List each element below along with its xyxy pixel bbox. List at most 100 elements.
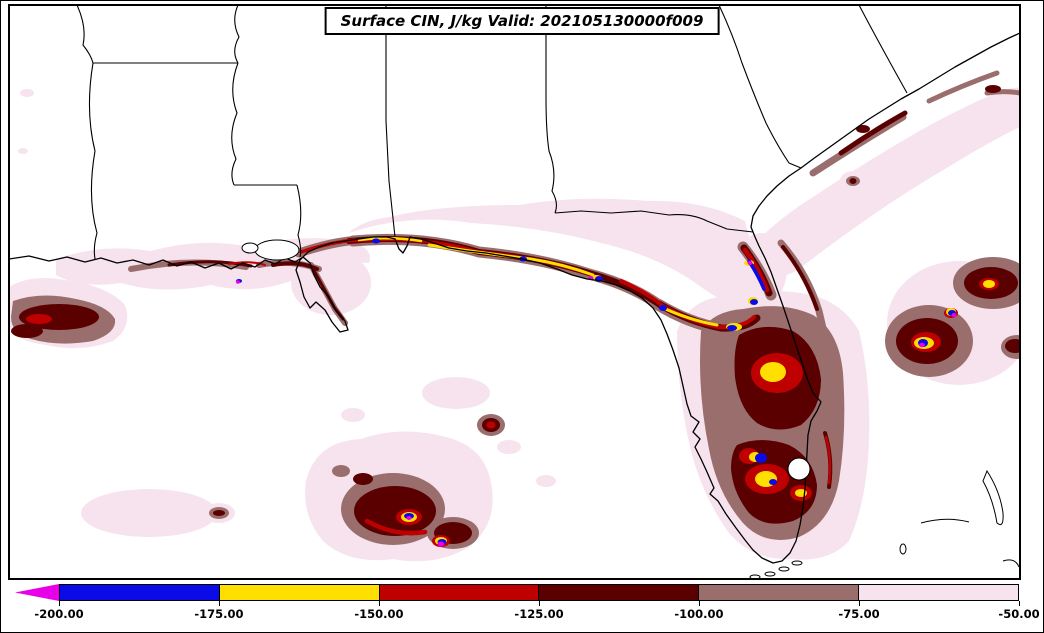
state-border-ms-al — [385, 6, 396, 238]
contour-region — [755, 453, 767, 463]
contour-region — [486, 421, 496, 429]
contour-region — [18, 148, 28, 154]
contour-region — [755, 87, 1019, 277]
lakes-and-islands — [241, 239, 1019, 579]
colorbar: -200.00 -175.00 -150.00 -125.00 -100.00 -75.0… — [15, 584, 1040, 630]
state-border-fl-ga — [554, 210, 754, 233]
contour-region — [26, 314, 52, 324]
florida-keys-island — [791, 560, 803, 566]
state-border-la-ms-river — [231, 62, 239, 186]
contour-region — [167, 260, 253, 268]
contour-region — [11, 324, 43, 338]
contour-region — [353, 473, 373, 485]
state-border-tx-ar — [76, 6, 94, 64]
colorbar-tick-label: -125.00 — [514, 607, 564, 621]
contour-region — [747, 261, 753, 265]
florida-keys-island — [764, 571, 776, 577]
colorbar-extend-arrow — [15, 584, 59, 601]
contour-region — [364, 518, 428, 536]
colorbar-tick-label: -75.00 — [838, 607, 880, 621]
plot-title: Surface CIN, J/kg Valid: 202105130000f00… — [324, 7, 720, 35]
colorbar-segment-1 — [60, 585, 220, 600]
coastline — [10, 32, 1019, 564]
florida-keys-island — [749, 574, 761, 579]
contour-region — [406, 516, 412, 520]
contour-region — [20, 89, 34, 97]
contour-region — [750, 299, 758, 305]
lake-pontchartrain — [254, 239, 300, 261]
colorbar-tick — [698, 601, 700, 606]
contour-region — [341, 408, 365, 422]
contour-region — [742, 247, 770, 293]
contour-region — [856, 125, 870, 133]
contour-region — [760, 362, 786, 382]
colorbar-segments — [59, 584, 1019, 601]
contour-region — [372, 238, 380, 244]
colorbar-tick — [859, 601, 860, 606]
contour-region — [349, 198, 766, 315]
contour-region — [781, 245, 819, 311]
florida-keys-island — [778, 566, 790, 572]
contour-region — [849, 178, 857, 184]
contour-region — [354, 486, 436, 536]
contour-region — [536, 475, 556, 487]
colorbar-tick-labels: -200.00 -175.00 -150.00 -125.00 -100.00 -75.0… — [34, 607, 1039, 623]
contour-region — [769, 479, 777, 485]
contour-level-pale — [10, 87, 1019, 562]
colorbar-tick-label: -50.00 — [998, 607, 1040, 621]
contour-region — [391, 433, 435, 453]
lake-maurepas — [241, 242, 259, 254]
contour-region — [437, 541, 445, 547]
colorbar-bar — [15, 584, 1019, 601]
colorbar-tick-label: -175.00 — [194, 607, 244, 621]
contour-region — [332, 465, 350, 477]
contour-region — [81, 489, 217, 537]
colorbar-tick — [218, 601, 220, 606]
contour-region — [236, 280, 240, 284]
island-abaco — [982, 469, 1004, 526]
contour-region — [951, 313, 957, 317]
state-border-pearl-river — [296, 184, 302, 258]
contour-level-mauve — [11, 70, 1019, 549]
state-border-ar-ms — [234, 6, 240, 64]
lake-okeechobee — [787, 457, 811, 481]
state-border-ga-sc — [718, 6, 802, 169]
contour-region — [346, 236, 660, 306]
colorbar-ticks — [59, 601, 1020, 606]
colorbar-tick-label: -200.00 — [34, 607, 84, 621]
colorbar-tick-label: -150.00 — [354, 607, 404, 621]
contour-region — [985, 85, 1001, 93]
island-grand-bahama — [920, 518, 970, 524]
contour-region — [727, 325, 737, 331]
colorbar-segment-5 — [699, 585, 860, 600]
contour-region — [926, 70, 1000, 104]
geography-lines — [10, 6, 1019, 564]
colorbar-tick — [1019, 601, 1020, 606]
colorbar-segment-2 — [219, 585, 380, 600]
colorbar-tick — [59, 601, 60, 606]
contour-region — [422, 377, 490, 409]
colorbar-tick-label: -100.00 — [674, 607, 724, 621]
map-frame — [8, 4, 1021, 580]
colorbar-tick — [378, 601, 380, 606]
contour-region — [213, 510, 225, 516]
state-border-tx-la — [88, 62, 98, 260]
contour-region — [659, 305, 667, 311]
contour-region — [919, 342, 925, 348]
colorbar-tick — [539, 601, 540, 606]
state-border-sc-nc — [858, 6, 908, 94]
island-bimini — [899, 543, 907, 555]
contour-region — [497, 440, 521, 454]
contour-region — [838, 110, 908, 156]
state-border-al-ga — [545, 6, 558, 214]
colorbar-segment-6 — [859, 585, 1018, 600]
colorbar-segment-4 — [539, 585, 700, 600]
contour-region — [983, 280, 995, 288]
contour-region — [824, 435, 832, 485]
contour-region — [228, 261, 266, 266]
island-andros — [1002, 559, 1019, 568]
contour-region — [1005, 339, 1019, 353]
contour-level-darkred — [11, 85, 1019, 544]
